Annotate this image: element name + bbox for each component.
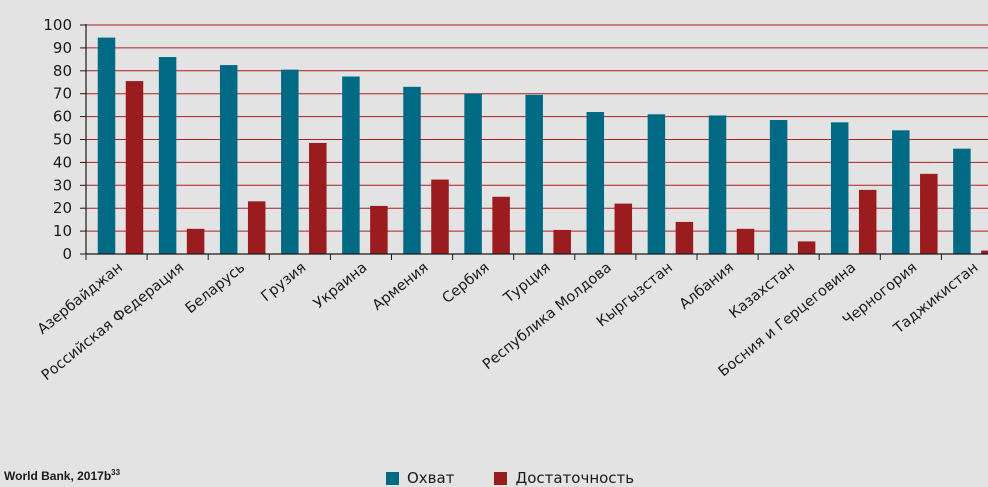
- source-note: World Bank, 2017b33: [4, 468, 120, 483]
- category-label: Беларусь: [183, 260, 249, 317]
- bar-coverage: [647, 114, 666, 254]
- bar-coverage: [403, 86, 421, 254]
- bar-coverage: [708, 115, 727, 254]
- bar-coverage: [97, 37, 116, 254]
- bar-adequacy: [675, 221, 694, 254]
- legend-label-adequacy: Достаточность: [515, 469, 635, 487]
- legend: Охват Достаточность: [386, 469, 674, 487]
- bar-adequacy: [186, 228, 205, 254]
- bar-adequacy: [797, 241, 816, 254]
- y-tick-label: 70: [53, 85, 72, 103]
- category-label: Албания: [677, 260, 737, 313]
- category-label: Турция: [500, 260, 553, 307]
- bar-adequacy: [309, 142, 327, 254]
- y-tick-label: 10: [53, 222, 72, 240]
- bar-coverage: [586, 112, 605, 255]
- category-label: Украина: [311, 260, 370, 312]
- legend-label-coverage: Охват: [407, 469, 455, 487]
- legend-item-coverage: Охват: [386, 469, 454, 487]
- legend-swatch-coverage: [386, 471, 399, 485]
- bar-adequacy: [614, 203, 633, 254]
- bar-adequacy: [981, 250, 988, 254]
- bar-coverage: [158, 57, 177, 255]
- y-tick-label: 80: [53, 62, 72, 80]
- category-label: Сербия: [440, 260, 493, 307]
- category-label: Армения: [370, 260, 432, 314]
- bar-coverage: [892, 130, 910, 254]
- axes: [85, 24, 988, 260]
- bar-adequacy: [431, 179, 449, 254]
- bar-adequacy: [920, 173, 938, 254]
- y-axis-ticks: 0 10 20 30 40 50 60 70 80 90 100: [43, 16, 86, 263]
- category-label: Грузия: [258, 260, 309, 305]
- y-tick-label: 30: [53, 176, 72, 194]
- legend-item-adequacy: Достаточность: [494, 469, 634, 487]
- y-tick-label: 0: [62, 245, 72, 263]
- y-tick-label: 20: [53, 199, 72, 217]
- bar-coverage: [219, 65, 238, 254]
- bar-adequacy: [553, 229, 571, 254]
- bar-coverage: [464, 93, 482, 254]
- bar-coverage: [830, 122, 849, 254]
- y-tick-label: 90: [53, 39, 72, 57]
- bar-coverage: [342, 76, 360, 255]
- y-tick-label: 50: [53, 131, 72, 149]
- bar-coverage: [281, 69, 299, 254]
- source-note-ref: 33: [111, 468, 121, 477]
- bar-adequacy: [736, 228, 755, 254]
- bars: [97, 37, 988, 255]
- bar-adequacy: [125, 81, 144, 254]
- y-tick-label: 60: [53, 108, 72, 126]
- y-tick-label: 100: [43, 16, 72, 34]
- bar-adequacy: [370, 205, 388, 254]
- bar-adequacy: [492, 196, 510, 254]
- bar-coverage: [953, 148, 971, 254]
- bar-coverage: [769, 120, 788, 254]
- source-note-text: World Bank, 2017b: [4, 469, 112, 483]
- legend-swatch-adequacy: [494, 471, 508, 485]
- bar-coverage: [525, 94, 543, 254]
- bar-adequacy: [858, 189, 877, 254]
- y-tick-label: 40: [53, 153, 72, 171]
- bar-adequacy: [247, 201, 266, 254]
